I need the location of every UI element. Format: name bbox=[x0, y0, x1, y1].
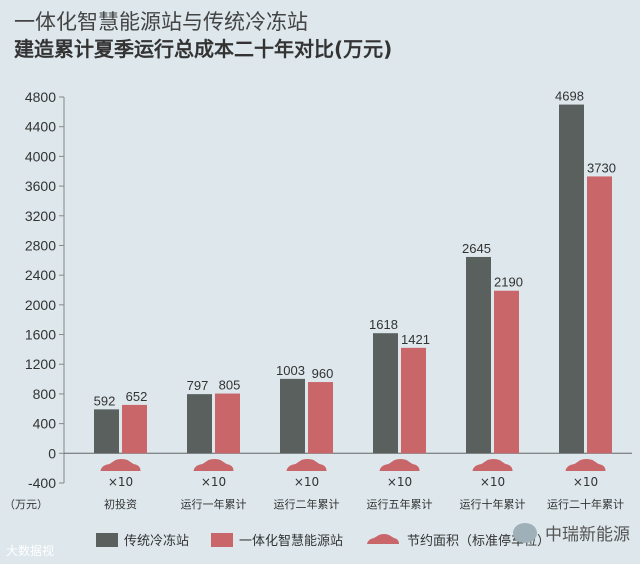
bar-integrated bbox=[122, 404, 147, 454]
bar-integrated bbox=[308, 382, 333, 454]
y-tick-label: 3200 bbox=[25, 208, 56, 224]
bar-integrated bbox=[215, 393, 240, 454]
x-category-label: 运行一年累计 bbox=[181, 497, 247, 511]
data-label: 1618 bbox=[369, 317, 398, 332]
y-tick-label: 4400 bbox=[25, 119, 56, 135]
y-tick-label: 1600 bbox=[25, 327, 56, 343]
area-marker-label: ×10 bbox=[573, 475, 598, 489]
brand-logo: 中瑞新能源 bbox=[513, 520, 630, 545]
bar-traditional bbox=[94, 409, 119, 454]
y-tick-label: -400 bbox=[28, 475, 56, 491]
legend: 传统冷冻站 一体化智慧能源站 节约面积（标准停车位） bbox=[96, 530, 572, 549]
y-tick-label: 1200 bbox=[25, 356, 56, 372]
bar-traditional bbox=[187, 394, 212, 454]
legend-item-traditional: 传统冷冻站 bbox=[96, 530, 189, 549]
y-tick-label: 2400 bbox=[25, 267, 56, 283]
bar-integrated bbox=[587, 176, 612, 454]
y-tick-label: 4000 bbox=[25, 148, 56, 164]
watermark: 大数据视 bbox=[6, 544, 55, 558]
x-category-label: 运行二十年累计 bbox=[547, 497, 624, 511]
y-tick-label: 2800 bbox=[25, 237, 56, 253]
area-marker-label: ×10 bbox=[387, 475, 412, 489]
bar-traditional bbox=[280, 378, 305, 454]
car-icon bbox=[100, 459, 141, 471]
y-unit-label: （万元） bbox=[4, 498, 48, 511]
legend-swatch-traditional bbox=[96, 532, 118, 547]
y-tick-label: 3600 bbox=[25, 178, 56, 194]
legend-swatch-integrated bbox=[211, 532, 234, 547]
chart-title-line1: 一体化智慧能源站与传统冷冻站 bbox=[14, 10, 308, 34]
data-label: 2645 bbox=[462, 241, 491, 256]
data-label: 4698 bbox=[555, 89, 584, 104]
car-icon bbox=[379, 459, 420, 471]
y-tick-label: 2000 bbox=[25, 297, 56, 313]
bar-traditional bbox=[466, 256, 491, 454]
area-marker-label: ×10 bbox=[201, 475, 226, 489]
x-category-label: 运行五年累计 bbox=[367, 497, 433, 511]
bar-traditional bbox=[559, 104, 584, 454]
x-category-label: 初投资 bbox=[104, 497, 137, 511]
legend-item-integrated: 一体化智慧能源站 bbox=[211, 530, 343, 549]
x-category-label: 运行二年累计 bbox=[274, 497, 340, 511]
data-label: 592 bbox=[94, 393, 116, 408]
y-tick-label: 4800 bbox=[25, 89, 56, 105]
y-tick-label: 400 bbox=[33, 416, 57, 432]
bar-integrated bbox=[401, 347, 426, 454]
bar-traditional bbox=[373, 333, 398, 454]
area-marker-label: ×10 bbox=[108, 475, 133, 489]
brand-name: 中瑞新能源 bbox=[545, 525, 630, 545]
area-marker-label: ×10 bbox=[480, 475, 505, 489]
data-label: 1421 bbox=[401, 332, 430, 347]
data-label: 2190 bbox=[494, 275, 523, 290]
car-icon bbox=[286, 459, 327, 471]
legend-label-traditional: 传统冷冻站 bbox=[124, 534, 190, 549]
car-icon bbox=[193, 459, 234, 471]
car-icon bbox=[472, 459, 513, 471]
data-label: 960 bbox=[312, 366, 334, 381]
area-marker-label: ×10 bbox=[294, 475, 319, 489]
legend-label-integrated: 一体化智慧能源站 bbox=[239, 534, 344, 549]
car-icon bbox=[367, 533, 400, 544]
wechat-icon bbox=[513, 522, 537, 543]
data-label: 3730 bbox=[587, 160, 616, 175]
x-category-label: 运行十年累计 bbox=[460, 497, 526, 511]
data-label: 1003 bbox=[276, 363, 305, 378]
car-icon bbox=[565, 459, 606, 471]
chart-title-line2: 建造累计夏季运行总成本二十年对比(万元) bbox=[14, 37, 393, 61]
data-label: 805 bbox=[219, 378, 241, 393]
y-tick-label: 800 bbox=[33, 386, 57, 402]
bar-integrated bbox=[494, 290, 519, 454]
data-label: 652 bbox=[126, 389, 148, 404]
y-tick-label: 0 bbox=[48, 445, 56, 461]
data-label: 797 bbox=[187, 378, 209, 393]
